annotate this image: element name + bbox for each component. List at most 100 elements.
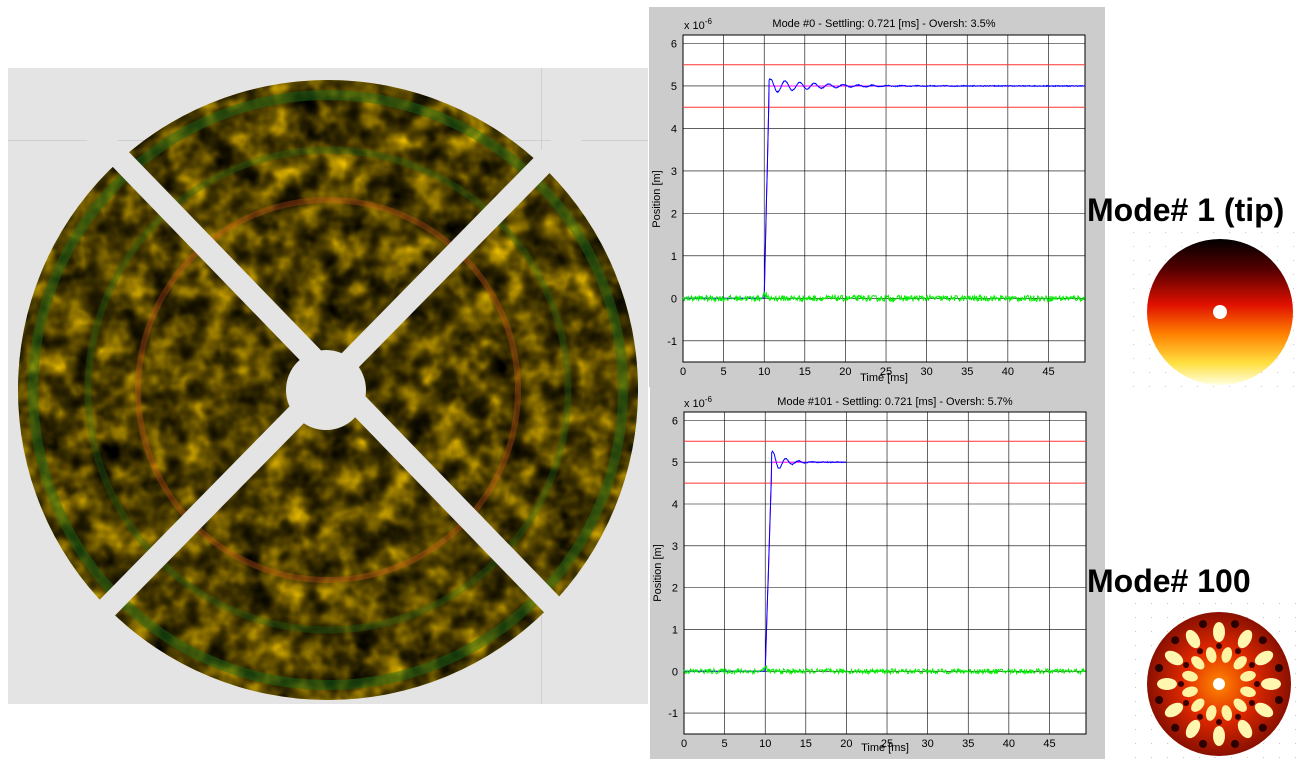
y-tick-label: -1 (667, 336, 677, 348)
mode-100-spot (1233, 656, 1247, 670)
y-tick-label: 6 (671, 38, 677, 50)
mode-100-spot (1221, 705, 1233, 721)
mode-100-spot (1213, 622, 1225, 642)
exponent-label: x 10-6 (684, 395, 712, 410)
mode-100-dark-spot (1231, 620, 1239, 629)
mode-100-dark-spot (1254, 681, 1260, 687)
y-tick-label: 4 (671, 123, 677, 135)
y-tick-label: 2 (672, 583, 678, 595)
mode-100-spot (1191, 656, 1205, 670)
mode-100-dark-spot (1178, 681, 1184, 687)
y-tick-label: 5 (671, 81, 677, 93)
mode-100-dark-spot (1248, 700, 1255, 706)
x-tick-label: 20 (839, 366, 851, 378)
x-tick-label: 35 (961, 366, 973, 378)
x-tick-label: 25 (880, 366, 892, 378)
mirror-map-svg (17, 68, 648, 704)
mode-1-label: Mode# 1 (tip) (1087, 192, 1285, 228)
mode-100-spot (1205, 705, 1217, 721)
mode-100-dark-spot (1199, 620, 1207, 629)
mode-100-dark-spot (1235, 713, 1241, 720)
y-tick-label: 1 (671, 251, 677, 263)
mode-100-dark-spot (1183, 662, 1190, 668)
mode-100-spot (1185, 629, 1201, 649)
mode-100-spot (1185, 719, 1201, 739)
mode-100-spot (1191, 698, 1205, 712)
mode-100-spot (1237, 629, 1253, 649)
mode-100-dark-spot (1197, 648, 1203, 655)
mode-100-label: Mode# 100 (1087, 563, 1251, 599)
mode-100-dark-spot (1216, 643, 1222, 649)
mode-100-dark-spot (1258, 636, 1267, 645)
mode-100-spot (1221, 647, 1233, 663)
mode-100-spot (1254, 650, 1274, 666)
x-tick-label: 0 (681, 738, 687, 750)
x-tick-label: 0 (680, 366, 686, 378)
chart-title: Mode #0 - Settling: 0.721 [ms] - Oversh:… (772, 18, 995, 30)
x-tick-label: 25 (881, 738, 893, 750)
mode-100-spot (1240, 670, 1256, 682)
y-tick-label: 2 (671, 208, 677, 220)
mode-100-dark-spot (1171, 636, 1180, 645)
mode-100-dark-spot (1274, 664, 1283, 672)
y-tick-label: 3 (671, 166, 677, 178)
mode-100-spot (1237, 719, 1253, 739)
plot-area (682, 34, 1086, 363)
mode-100-dark-spot (1197, 713, 1203, 720)
x-tick-label: 40 (1003, 738, 1015, 750)
x-axis-label: Time [ms] (860, 372, 908, 384)
mode-100-spot (1233, 698, 1247, 712)
y-tick-label: 4 (672, 499, 678, 511)
x-tick-label: 5 (722, 738, 728, 750)
error-trace (683, 664, 1086, 676)
mode-100-spot (1182, 670, 1198, 682)
x-tick-label: 35 (962, 738, 974, 750)
x-tick-label: 10 (759, 738, 771, 750)
y-axis-label: Position [m] (652, 544, 664, 601)
x-tick-label: 15 (799, 366, 811, 378)
mode-100-dark-spot (1155, 664, 1164, 672)
y-tick-label: 0 (672, 666, 678, 678)
x-tick-label: 30 (921, 366, 933, 378)
mode-100-dark-spot (1171, 723, 1180, 732)
x-axis-label: Time [ms] (861, 742, 909, 754)
mode-100-spot (1157, 678, 1177, 690)
mode-100-spot (1213, 726, 1225, 746)
mode-100-spot (1182, 686, 1198, 698)
mode-100-dark-spot (1216, 719, 1222, 725)
mode-100-thumbnail (1135, 603, 1305, 759)
mirror-surface-map (8, 68, 648, 704)
chart-mode-0: 0 5 10 15 20 25 30 35 40 45 -1 0 1 2 3 4 5 6 Mode #0 - S… (649, 7, 1105, 387)
y-tick-label: -1 (668, 708, 678, 720)
x-tick-label: 5 (721, 366, 727, 378)
mode-100-center-hole (1213, 678, 1225, 690)
mode-100-spot (1205, 647, 1217, 663)
mode-100-pattern (1155, 620, 1283, 748)
response-trace (683, 77, 1086, 299)
mode-100-dark-spot (1155, 696, 1164, 704)
y-tick-label: 5 (672, 457, 678, 469)
x-tick-label: 15 (800, 738, 812, 750)
x-tick-label: 40 (1002, 366, 1014, 378)
chart-title: Mode #101 - Settling: 0.721 [ms] - Overs… (777, 396, 1013, 408)
x-tick-label: 30 (922, 738, 934, 750)
y-axis-label: Position [m] (651, 170, 663, 227)
mode-1-center-hole (1213, 305, 1227, 319)
mode-100-dark-spot (1231, 739, 1239, 748)
x-tick-label: 45 (1042, 366, 1054, 378)
chart-mode-101: 0 5 10 15 20 25 30 35 40 45 -1 0 1 2 3 4 5 6 Mode #101 -… (650, 387, 1105, 759)
mode-100-spot (1240, 686, 1256, 698)
mode-100-spot (1254, 702, 1274, 718)
x-tick-label: 10 (758, 366, 770, 378)
mode-100-spot (1261, 678, 1281, 690)
mode-100-dark-spot (1274, 696, 1283, 704)
exponent-label: x 10-6 (684, 17, 712, 32)
mode-1-thumbnail (1133, 232, 1305, 390)
y-tick-label: 3 (672, 541, 678, 553)
mode-100-dark-spot (1248, 662, 1255, 668)
error-trace (682, 291, 1085, 304)
x-tick-label: 45 (1043, 738, 1055, 750)
mode-100-dark-spot (1258, 723, 1267, 732)
